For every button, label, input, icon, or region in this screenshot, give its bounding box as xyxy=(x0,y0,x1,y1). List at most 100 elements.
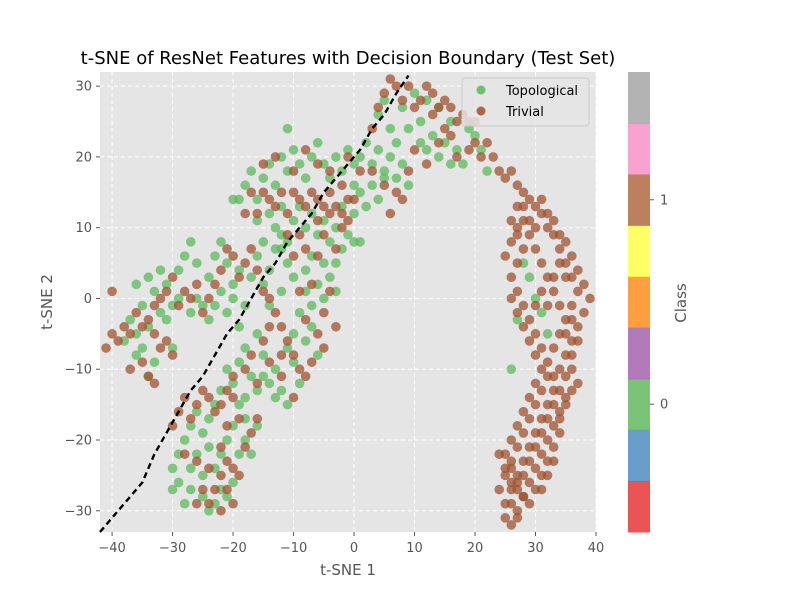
point-topological xyxy=(276,286,287,297)
point-trivial xyxy=(446,102,456,113)
point-topological xyxy=(294,159,305,169)
point-topological xyxy=(228,378,238,389)
point-trivial xyxy=(252,265,263,275)
point-trivial xyxy=(524,442,535,452)
point-trivial xyxy=(506,435,517,445)
y-tick-label: −20 xyxy=(65,434,92,449)
point-trivial xyxy=(343,215,353,226)
point-topological xyxy=(312,137,323,148)
point-trivial xyxy=(573,286,583,297)
point-trivial xyxy=(560,371,571,382)
point-topological xyxy=(258,279,269,290)
colorbar-label: Class xyxy=(672,283,690,323)
point-trivial xyxy=(512,442,523,452)
point-trivial xyxy=(518,321,529,332)
point-topological xyxy=(222,491,232,502)
point-trivial xyxy=(337,180,347,191)
point-trivial xyxy=(567,350,577,360)
point-trivial xyxy=(319,343,329,353)
point-trivial xyxy=(149,378,160,389)
point-topological xyxy=(367,180,377,191)
colorbar-segment xyxy=(628,276,650,329)
point-topological xyxy=(379,166,390,176)
y-tick-label: 30 xyxy=(75,80,92,95)
point-topological xyxy=(288,357,299,367)
point-topological xyxy=(282,343,293,353)
point-topological xyxy=(343,145,353,155)
point-topological xyxy=(204,272,214,283)
point-topological xyxy=(355,152,365,162)
point-topological xyxy=(234,399,244,410)
point-trivial xyxy=(288,187,299,198)
point-trivial xyxy=(107,329,117,339)
point-trivial xyxy=(149,300,160,311)
point-trivial xyxy=(536,385,547,396)
point-topological xyxy=(397,159,408,169)
point-topological xyxy=(270,392,281,403)
point-trivial xyxy=(518,456,529,467)
point-trivial xyxy=(228,498,238,509)
point-trivial xyxy=(379,88,390,99)
point-trivial xyxy=(573,265,583,275)
point-topological xyxy=(300,222,311,233)
point-trivial xyxy=(282,208,293,219)
colorbar: 01 xyxy=(628,72,668,533)
colorbar-segment xyxy=(628,174,650,226)
point-trivial xyxy=(228,392,238,403)
point-trivial xyxy=(167,272,178,283)
point-trivial xyxy=(270,152,281,162)
point-topological xyxy=(228,477,238,488)
point-trivial xyxy=(518,428,529,438)
point-trivial xyxy=(506,166,517,176)
point-trivial xyxy=(240,208,250,219)
point-topological xyxy=(270,364,281,375)
point-trivial xyxy=(204,498,214,509)
point-trivial xyxy=(240,258,250,268)
point-trivial xyxy=(125,364,136,375)
point-trivial xyxy=(524,392,535,403)
point-topological xyxy=(240,180,250,191)
point-trivial xyxy=(548,442,559,452)
point-trivial xyxy=(306,357,317,367)
point-trivial xyxy=(131,307,142,318)
point-trivial xyxy=(476,152,486,162)
point-topological xyxy=(240,392,250,403)
point-trivial xyxy=(530,329,541,339)
point-trivial xyxy=(415,95,426,106)
point-topological xyxy=(312,350,323,360)
point-trivial xyxy=(567,314,577,325)
point-trivial xyxy=(228,251,238,261)
point-trivial xyxy=(494,449,505,459)
point-topological xyxy=(143,272,154,283)
point-trivial xyxy=(548,385,559,396)
point-trivial xyxy=(155,343,166,353)
point-topological xyxy=(228,194,238,205)
point-trivial xyxy=(439,123,450,134)
point-topological xyxy=(204,505,214,516)
point-trivial xyxy=(548,272,559,283)
point-topological xyxy=(325,173,335,183)
point-trivial xyxy=(276,371,287,382)
point-trivial xyxy=(228,463,238,474)
point-trivial xyxy=(536,194,547,205)
point-topological xyxy=(433,152,444,162)
point-topological xyxy=(319,258,329,268)
point-trivial xyxy=(288,350,299,360)
point-topological xyxy=(415,116,426,127)
point-topological xyxy=(131,350,142,360)
point-trivial xyxy=(530,201,541,212)
point-trivial xyxy=(524,229,535,240)
point-topological xyxy=(300,336,311,346)
point-trivial xyxy=(246,187,257,198)
point-trivial xyxy=(542,222,553,233)
point-trivial xyxy=(191,279,202,290)
point-trivial xyxy=(512,229,523,240)
point-topological xyxy=(167,343,178,353)
point-trivial xyxy=(379,180,390,191)
point-trivial xyxy=(331,321,341,332)
point-trivial xyxy=(234,470,244,481)
point-trivial xyxy=(488,152,498,162)
point-trivial xyxy=(216,399,226,410)
point-trivial xyxy=(264,293,275,304)
